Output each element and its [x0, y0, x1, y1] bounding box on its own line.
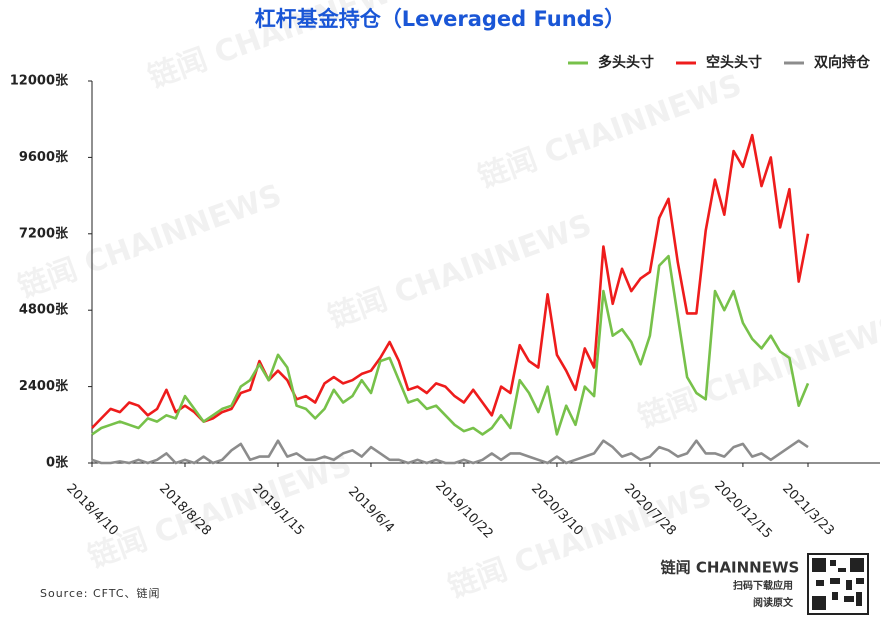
y-tick-label: 12000张 [10, 74, 69, 89]
series-line [91, 133, 810, 429]
series-line [91, 254, 810, 436]
legend-label: 双向持仓 [814, 54, 871, 71]
footer-text: 扫码下载应用 [733, 579, 793, 592]
qr-code [807, 553, 869, 615]
footer-text: 阅读原文 [753, 596, 794, 609]
source: Source: CFTC、链闻 [40, 586, 161, 600]
y-tick-label: 0张 [46, 456, 69, 471]
series-line [91, 439, 809, 465]
y-tick-label: 4800张 [19, 303, 69, 318]
footer-brand: 链闻 CHAINNEWS [661, 559, 800, 577]
legend-label: 多头头寸 [598, 54, 654, 71]
y-tick-label: 9600张 [19, 150, 69, 165]
chart-title: 杠杆基金持仓（Leveraged Funds） [255, 7, 625, 31]
y-tick-label: 2400张 [19, 379, 69, 394]
y-tick-label: 7200张 [19, 226, 69, 241]
legend-label: 空头头寸 [706, 54, 762, 71]
